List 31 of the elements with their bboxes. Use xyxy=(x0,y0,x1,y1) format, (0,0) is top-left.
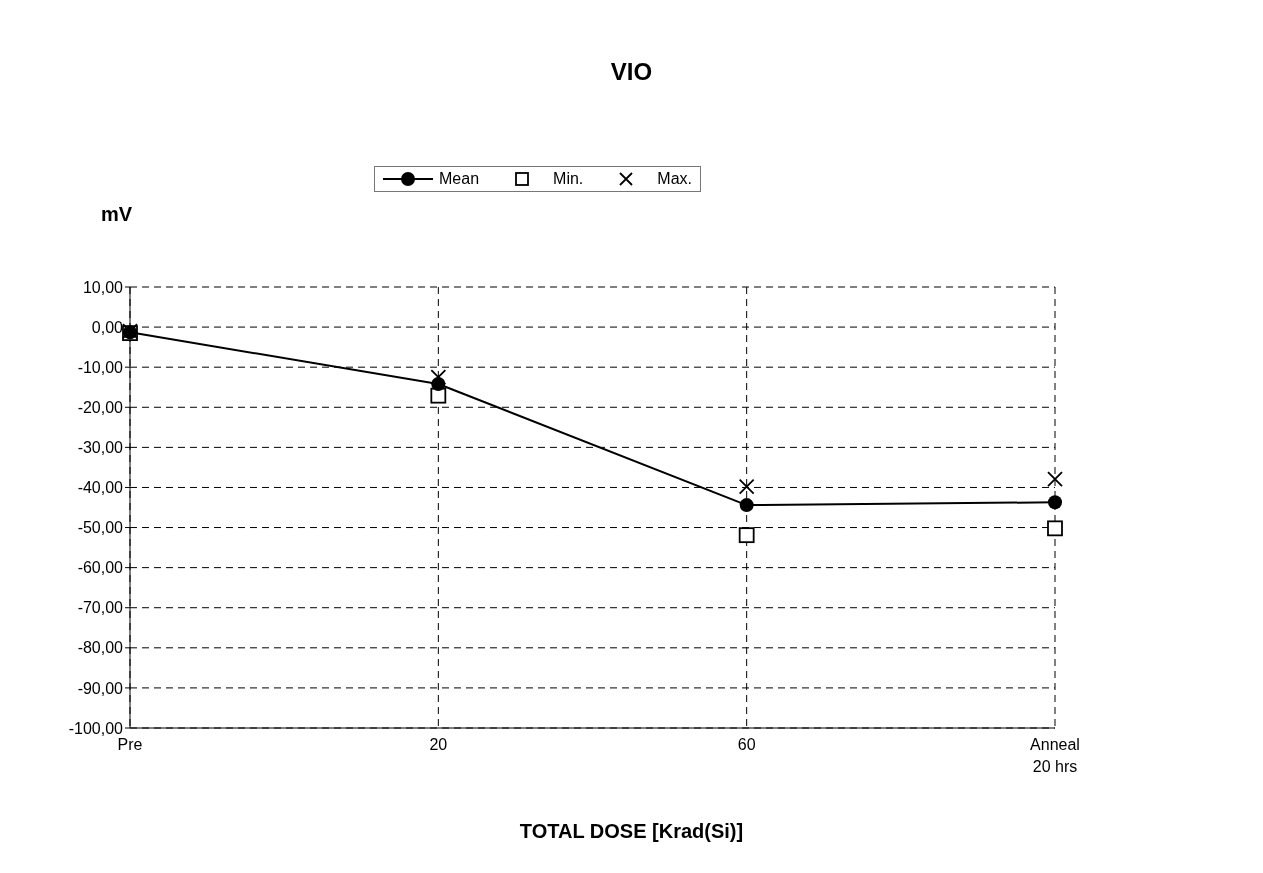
y-axis-title: mV xyxy=(101,203,133,226)
y-tick-label: -90,00 xyxy=(77,679,124,697)
point xyxy=(738,478,755,495)
point xyxy=(1047,471,1063,487)
legend-label: Max. xyxy=(657,170,692,188)
point xyxy=(738,527,755,544)
y-tick-label: -30,00 xyxy=(77,439,124,457)
x-tick-label: 20 xyxy=(429,736,448,753)
x-tick-label: 60 xyxy=(737,736,756,753)
point xyxy=(1048,495,1062,510)
point xyxy=(739,498,754,513)
point xyxy=(431,377,446,392)
point xyxy=(430,369,447,386)
x-tick-label: Pre xyxy=(117,736,143,753)
y-tick-label: 10,00 xyxy=(82,278,124,296)
y-tick-label: -10,00 xyxy=(77,358,124,376)
chart-title: VIO xyxy=(609,58,654,86)
y-tick-label: -20,00 xyxy=(77,398,124,416)
x-tick-label: Anneal 20 hrs xyxy=(1030,736,1080,775)
y-tick-label: -80,00 xyxy=(77,639,124,657)
y-tick-label: -60,00 xyxy=(77,559,124,577)
y-tick-label: -100,00 xyxy=(68,719,124,737)
x-axis-title: TOTAL DOSE [Krad(Si)] xyxy=(518,820,745,843)
point xyxy=(1047,520,1063,537)
y-tick-label: 0,00 xyxy=(91,318,124,336)
legend-label: Mean xyxy=(439,170,480,188)
y-tick-label: -40,00 xyxy=(77,479,124,497)
y-tick-label: -70,00 xyxy=(77,599,124,617)
legend-label: Min. xyxy=(553,170,584,188)
point xyxy=(430,387,447,404)
y-tick-label: -50,00 xyxy=(77,519,124,537)
